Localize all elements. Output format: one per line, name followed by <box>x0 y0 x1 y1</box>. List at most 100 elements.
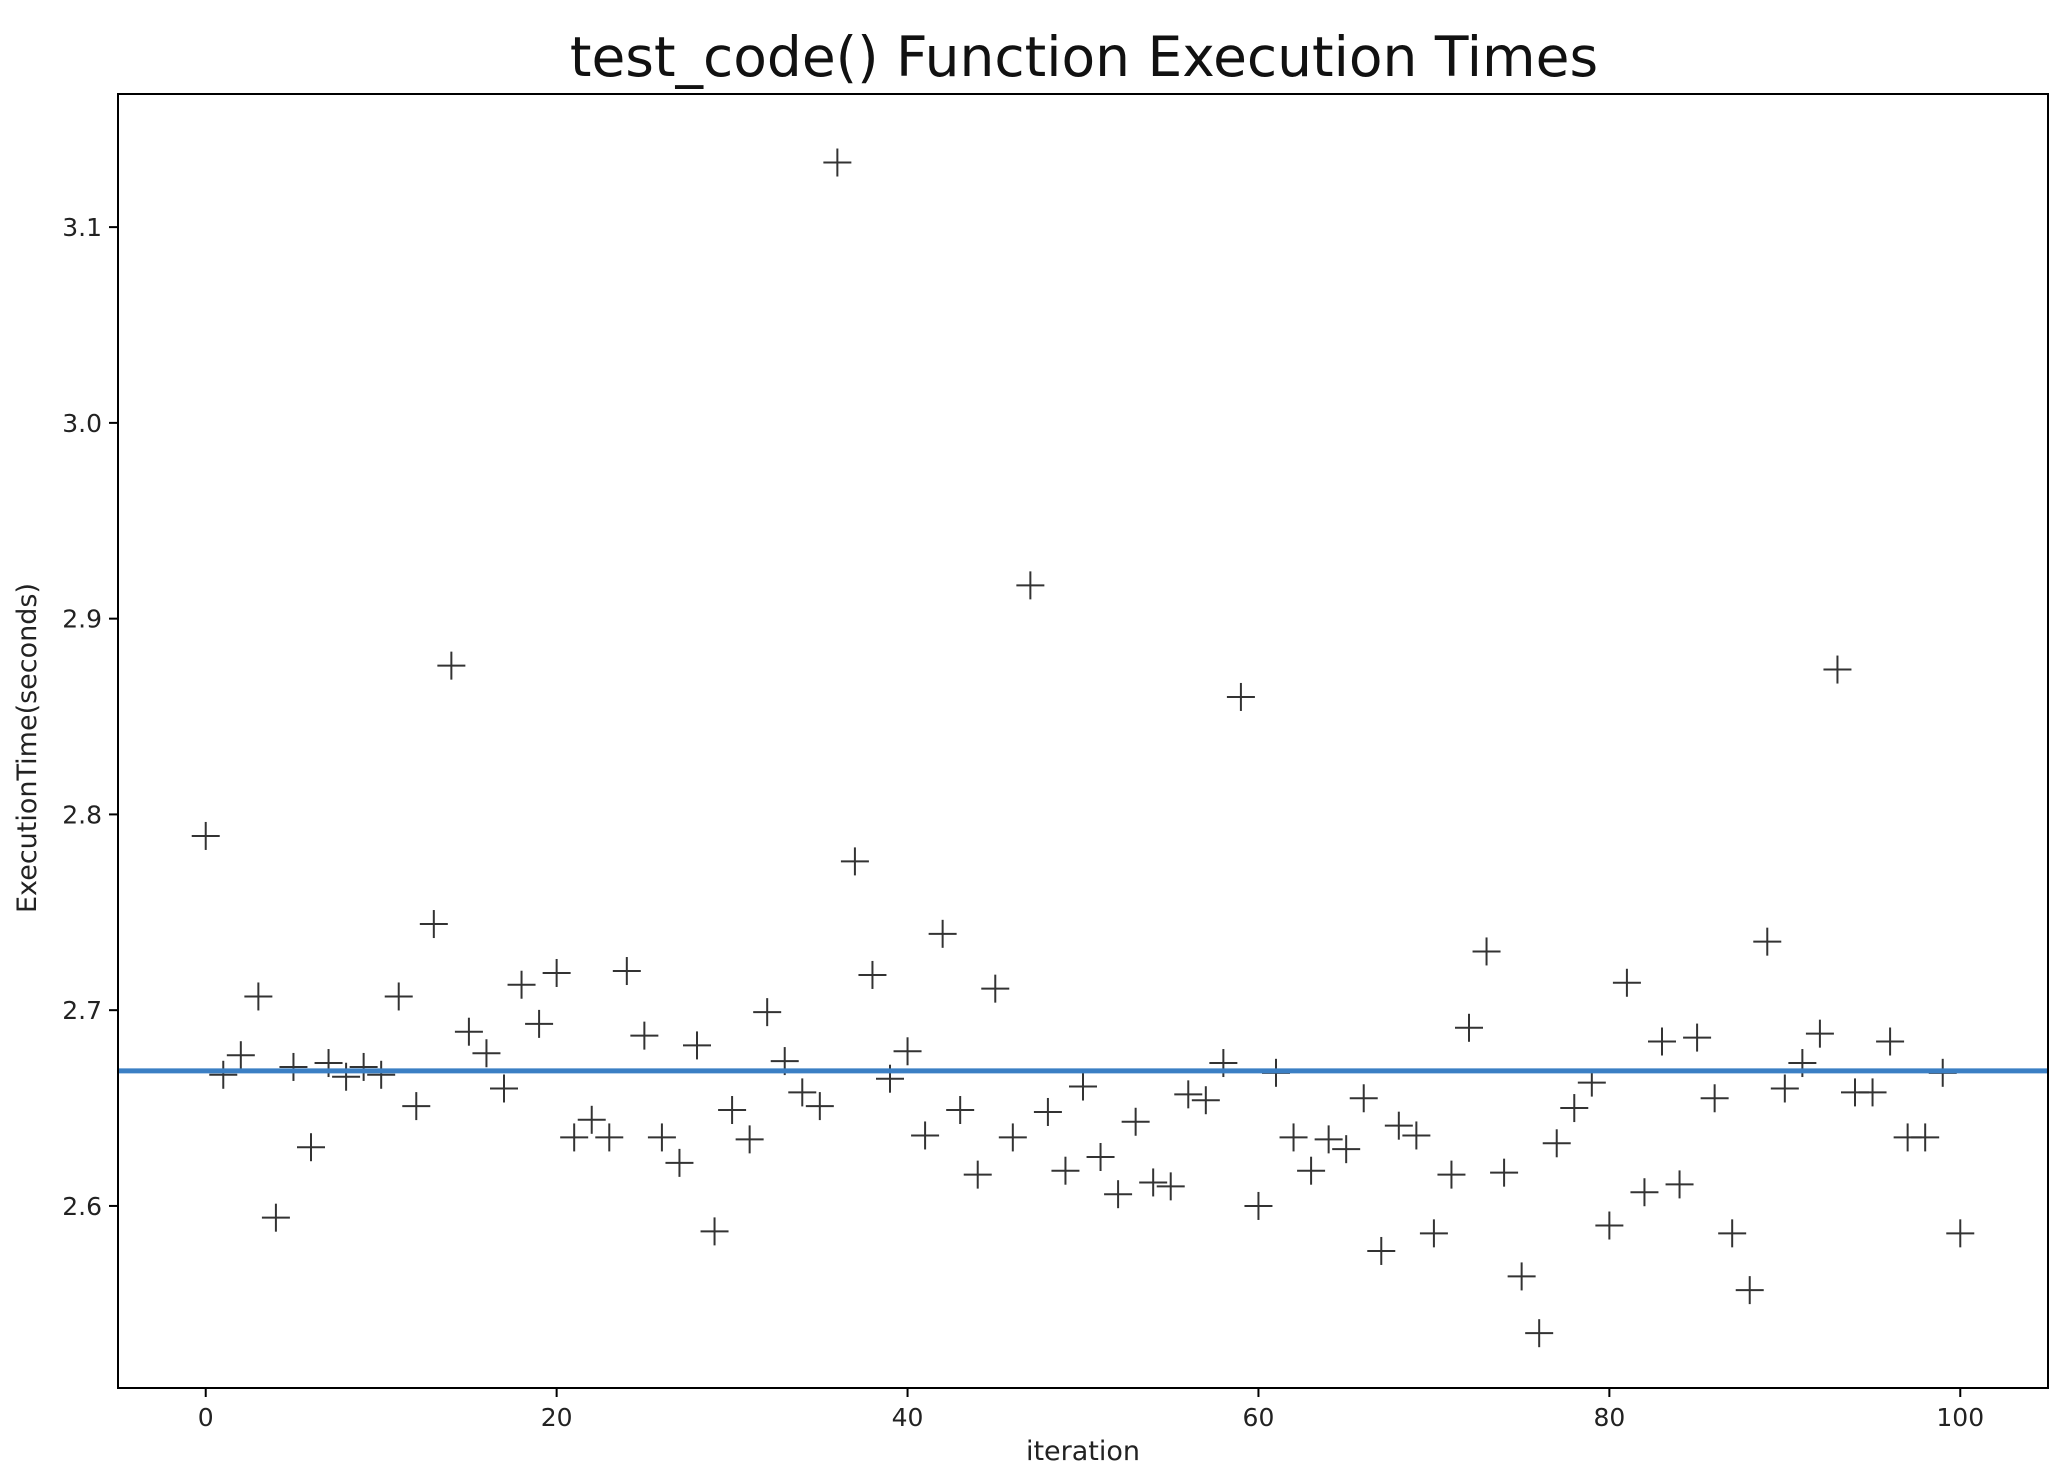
data-point <box>1121 1107 1150 1136</box>
data-point <box>1139 1168 1168 1197</box>
data-point <box>1507 1262 1536 1291</box>
data-point <box>297 1133 325 1162</box>
data-point <box>1437 1160 1466 1189</box>
x-tick-label: 100 <box>1936 1403 1984 1432</box>
data-point <box>1455 1013 1483 1042</box>
data-point <box>735 1125 764 1154</box>
data-point <box>1753 927 1782 956</box>
data-point <box>1402 1121 1431 1150</box>
data-point <box>1648 1027 1676 1056</box>
data-point <box>1560 1094 1589 1123</box>
data-point <box>525 1009 554 1038</box>
plot-area-frame <box>117 93 2049 1389</box>
y-axis-label: ExecutionTime(seconds) <box>12 583 43 913</box>
data-point <box>1086 1142 1115 1171</box>
data-point <box>472 1039 501 1068</box>
data-point <box>577 1105 606 1134</box>
data-point <box>1033 1097 1062 1126</box>
y-tick-label: 2.9 <box>62 605 102 634</box>
axis-ticks: 0 20 40 60 80 100 2.6 2.7 2.8 2.9 3.0 3.1 <box>62 213 1984 1432</box>
data-point <box>437 651 466 680</box>
y-tick-label: 3.0 <box>62 409 102 438</box>
y-tick-label: 2.8 <box>62 800 102 829</box>
data-point <box>1279 1123 1308 1152</box>
data-point <box>1332 1135 1361 1164</box>
data-point <box>191 821 220 850</box>
data-point <box>1823 655 1852 684</box>
data-point <box>1718 1219 1747 1248</box>
data-point <box>332 1062 361 1091</box>
data-point <box>718 1096 747 1125</box>
data-point <box>454 1017 483 1046</box>
data-point <box>893 1037 922 1066</box>
data-point <box>490 1074 518 1103</box>
data-point <box>1244 1191 1273 1220</box>
data-point <box>1051 1156 1080 1185</box>
data-point <box>1069 1072 1097 1101</box>
data-point <box>1770 1074 1799 1103</box>
data-point <box>1805 1019 1834 1048</box>
data-point <box>279 1052 308 1081</box>
data-point <box>1297 1156 1326 1185</box>
data-point <box>261 1203 290 1232</box>
data-point <box>788 1078 817 1107</box>
data-point <box>928 919 957 948</box>
data-point <box>1683 1023 1712 1052</box>
data-point <box>595 1123 624 1152</box>
x-axis-label: iteration <box>1026 1436 1140 1467</box>
data-point <box>419 910 448 939</box>
data-point <box>840 847 869 876</box>
data-point <box>367 1060 396 1089</box>
x-tick-label: 40 <box>892 1403 924 1432</box>
data-point <box>1367 1236 1396 1265</box>
data-point <box>946 1096 975 1125</box>
data-point <box>244 982 273 1011</box>
data-point <box>630 1021 659 1050</box>
data-point <box>1349 1084 1378 1113</box>
data-point <box>1946 1219 1975 1248</box>
x-tick-label: 20 <box>541 1403 573 1432</box>
data-point <box>1700 1084 1729 1113</box>
data-point <box>1016 571 1045 600</box>
data-point <box>753 998 782 1027</box>
data-point <box>384 982 413 1011</box>
data-point <box>560 1123 589 1152</box>
data-point <box>1490 1158 1519 1187</box>
data-point <box>858 960 887 989</box>
data-point <box>1542 1129 1571 1158</box>
data-point <box>507 970 536 999</box>
x-tick-label: 80 <box>1593 1403 1625 1432</box>
data-point <box>1314 1125 1343 1154</box>
data-point <box>683 1031 711 1060</box>
x-tick-label: 60 <box>1243 1403 1275 1432</box>
data-points <box>191 148 1975 1348</box>
data-point <box>612 957 641 986</box>
data-point <box>1630 1178 1659 1207</box>
data-point <box>1735 1276 1764 1305</box>
data-point <box>542 958 571 987</box>
data-point <box>1104 1180 1133 1209</box>
data-point <box>981 974 1010 1003</box>
data-point <box>1419 1219 1448 1248</box>
data-point <box>647 1123 676 1152</box>
data-point <box>1156 1172 1185 1201</box>
y-tick-label: 3.1 <box>62 213 102 242</box>
data-point <box>1384 1111 1413 1140</box>
data-point <box>998 1123 1027 1152</box>
data-point <box>1472 937 1501 966</box>
data-point <box>1612 968 1641 997</box>
data-point <box>823 148 852 177</box>
data-point <box>911 1121 940 1150</box>
x-tick-label: 0 <box>198 1403 214 1432</box>
data-point <box>963 1160 992 1189</box>
data-point <box>1665 1170 1694 1199</box>
data-point <box>402 1092 431 1121</box>
data-point <box>700 1217 729 1246</box>
data-point <box>1911 1123 1940 1152</box>
data-point <box>1858 1078 1887 1107</box>
y-tick-label: 2.6 <box>62 1192 102 1221</box>
data-point <box>665 1148 694 1177</box>
data-point <box>209 1060 238 1089</box>
